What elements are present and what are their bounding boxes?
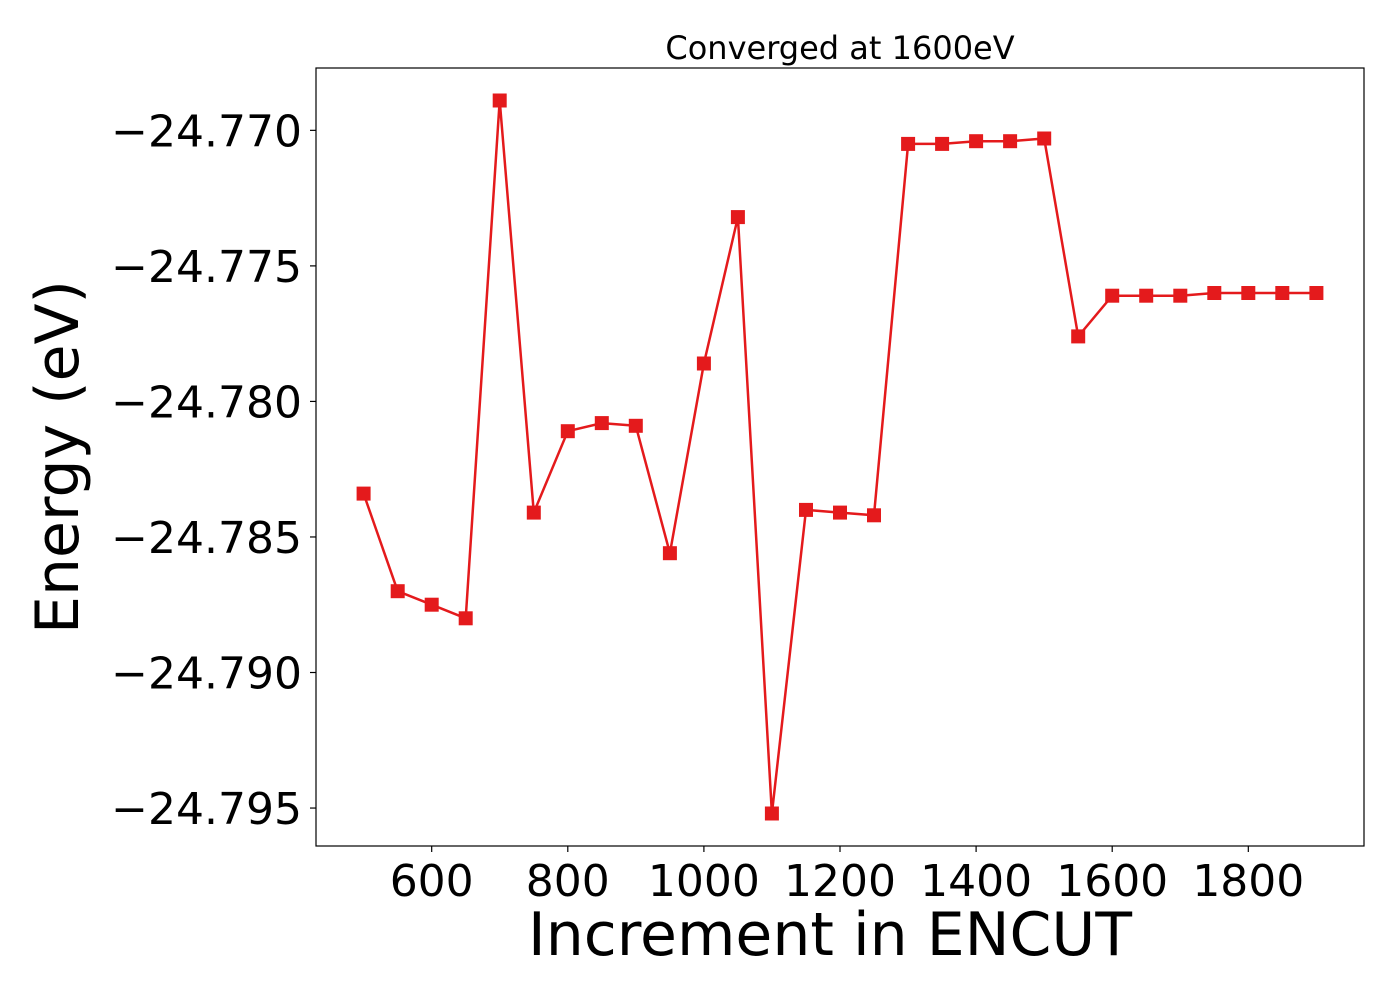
data-point xyxy=(1241,286,1256,300)
series-layer xyxy=(356,93,1324,821)
data-point xyxy=(935,136,950,151)
y-tick-label: −24.775 xyxy=(111,242,302,293)
data-point xyxy=(390,584,405,599)
data-point xyxy=(867,508,881,523)
y-tick-label: −24.780 xyxy=(111,377,302,428)
y-tick-label: −24.795 xyxy=(111,784,302,835)
data-point xyxy=(424,597,439,612)
x-axis-ticks: 600 800 1000 1200 1400 1600 1800 xyxy=(390,846,1304,907)
data-point xyxy=(696,356,711,371)
plot-area-frame xyxy=(315,67,1365,847)
x-tick-label: 1800 xyxy=(1192,856,1304,907)
data-point xyxy=(526,505,541,520)
data-point xyxy=(1139,288,1154,303)
data-point xyxy=(1173,288,1188,303)
x-tick-label: 1200 xyxy=(784,856,896,907)
data-point xyxy=(458,611,473,626)
data-point xyxy=(1275,286,1290,300)
data-point xyxy=(1207,286,1222,300)
data-point xyxy=(560,424,575,439)
y-tick-label: −24.790 xyxy=(111,649,302,700)
data-point xyxy=(1071,329,1086,344)
x-axis-label: Increment in ENCUT xyxy=(528,900,1132,970)
data-point xyxy=(833,505,847,520)
chart-title: Converged at 1600eV xyxy=(665,29,1014,67)
x-tick-label: 600 xyxy=(390,856,474,907)
data-point xyxy=(1309,286,1324,300)
data-point xyxy=(1105,288,1120,303)
data-point xyxy=(628,418,643,433)
x-tick-label: 1400 xyxy=(920,856,1032,907)
data-point xyxy=(662,546,677,561)
data-point xyxy=(1003,134,1018,149)
x-tick-label: 800 xyxy=(526,856,610,907)
data-point xyxy=(799,502,813,517)
data-point xyxy=(594,416,609,431)
data-point xyxy=(730,210,745,225)
y-axis-ticks: −24.770 −24.775 −24.780 −24.785 −24.790 −24.7… xyxy=(111,106,316,835)
data-point xyxy=(356,486,371,501)
data-point xyxy=(901,136,916,151)
series-line xyxy=(362,100,1317,814)
data-point xyxy=(764,806,779,821)
data-point xyxy=(1037,131,1052,146)
y-axis-label: Energy (eV) xyxy=(23,280,93,634)
y-tick-label: −24.785 xyxy=(111,513,302,564)
data-point xyxy=(492,93,507,108)
x-tick-label: 1600 xyxy=(1056,856,1168,907)
data-point xyxy=(969,134,984,149)
y-tick-label: −24.770 xyxy=(111,106,302,157)
x-tick-label: 1000 xyxy=(648,856,760,907)
